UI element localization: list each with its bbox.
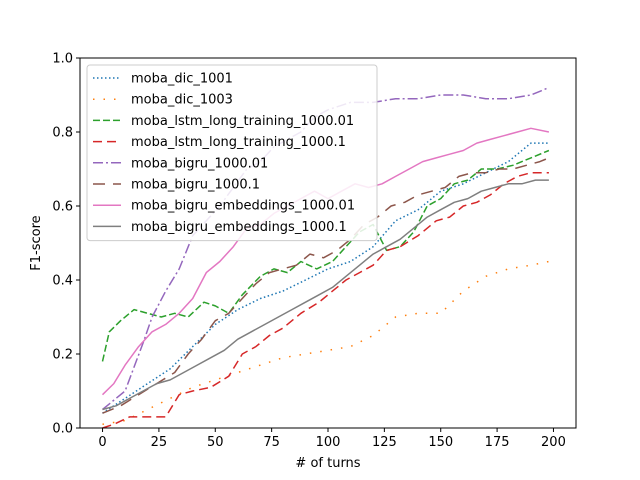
legend-entry: moba_bigru_1000.1 (131, 178, 260, 193)
legend-entry: moba_bigru_embeddings_1000.01 (131, 199, 355, 214)
x-tick-label: 50 (207, 435, 224, 450)
x-tick-label: 0 (98, 435, 106, 450)
legend-entry: moba_dic_1001 (131, 72, 233, 87)
y-axis-label: F1-score (29, 215, 44, 270)
series-line-3 (102, 171, 549, 429)
x-tick-label: 200 (541, 435, 566, 450)
x-tick-label: 175 (485, 435, 510, 450)
series-line-4 (102, 86, 550, 411)
y-tick-label: 0.8 (52, 126, 73, 141)
y-tick-label: 0.0 (52, 422, 73, 437)
series-line-7 (102, 179, 549, 411)
legend-entry: moba_bigru_1000.01 (131, 156, 268, 171)
x-tick-label: 100 (316, 435, 341, 450)
x-axis-label: # of turns (295, 456, 360, 471)
legend: moba_dic_1001 moba_dic_1003 moba_lstm_long… (86, 64, 378, 242)
y-tick-label: 0.4 (52, 274, 73, 289)
series-line-2 (101, 149, 550, 362)
series-line-5 (102, 157, 550, 414)
legend-box (86, 64, 378, 242)
y-tick-label: 0.2 (52, 348, 73, 363)
legend-entry: moba_lstm_long_training_1000.1 (131, 135, 346, 150)
x-axis: 0 25 50 75 100 125 150 175 200 (98, 428, 566, 450)
y-tick-label: 1.0 (52, 52, 73, 67)
legend-entry: moba_bigru_embeddings_1000.1 (131, 220, 347, 235)
x-tick-label: 125 (372, 435, 397, 450)
legend-entry: moba_dic_1003 (131, 93, 233, 108)
y-tick-label: 0.6 (52, 200, 73, 215)
legend-entry: moba_lstm_long_training_1000.01 (131, 114, 354, 129)
y-axis: 0.0 0.2 0.4 0.6 0.8 1.0 (52, 52, 80, 437)
x-tick-label: 150 (428, 435, 453, 450)
x-tick-label: 25 (151, 435, 168, 450)
x-tick-label: 75 (263, 435, 280, 450)
